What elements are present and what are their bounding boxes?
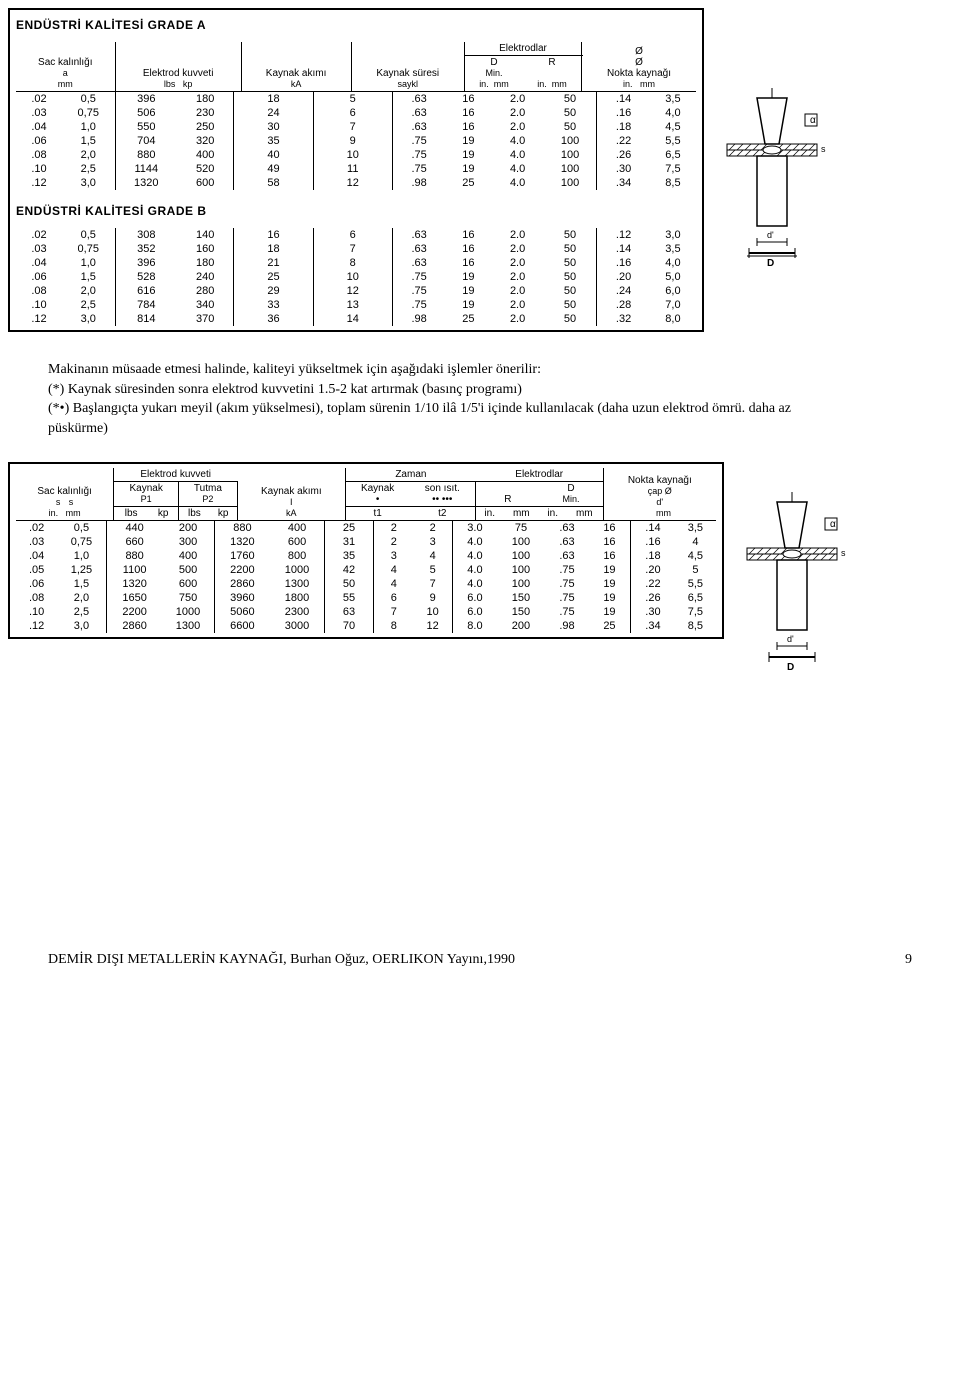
table-row: .061,513206002860130050474.0100.7519.225… — [16, 577, 716, 591]
col-R: Rin. mm — [523, 56, 582, 92]
table1-header: Sac kalınlığıamm Elektrod kuvvetilbs kp … — [16, 42, 696, 92]
note-line-2: (*) Kaynak süresinden sonra elektrod kuv… — [48, 380, 848, 400]
electrode-diagram-1: α s d' D — [712, 88, 832, 288]
svg-text:d': d' — [787, 634, 794, 644]
table-row: .030,75506230246.63162.050.164,0 — [16, 106, 696, 120]
table-row: .082,06162802912.75192.050.246,0 — [16, 284, 696, 298]
svg-text:d': d' — [767, 230, 774, 240]
t2-D: DMin. — [539, 482, 603, 507]
col-elektrodlar: Elektrodlar — [464, 42, 581, 56]
table-row: .061,5704320359.75194.0100.225,5 — [16, 134, 696, 148]
t2-ek: Elektrod kuvveti — [114, 468, 237, 482]
table-row: .020,544020088040025223.075.6316.143,5 — [16, 521, 716, 535]
t2-nokta: Nokta kaynağıçap Ød' mm — [603, 468, 716, 521]
grade-b-title: ENDÜSTRİ KALİTESİ GRADE B — [16, 204, 696, 218]
table2-header: Sac kalınlığıs sin. mm Elektrod kuvveti … — [16, 468, 716, 521]
note-line-3: (*•) Başlangıçta yukarı meyil (akım yüks… — [48, 399, 848, 438]
t2-zaman: Zaman — [345, 468, 475, 482]
table-row: .020,5396180185.63162.050.143,5 — [16, 92, 696, 106]
note-line-1: Makinanın müsaade etmesi halinde, kalite… — [48, 360, 848, 380]
footer-citation: DEMİR DIŞI METALLERİN KAYNAĞI, Burhan Oğ… — [48, 952, 515, 968]
table-row: .041,0550250307.63162.050.184,5 — [16, 120, 696, 134]
table2-rows: .020,544020088040025223.075.6316.143,5.0… — [16, 521, 716, 633]
table-row: .030,75660300132060031234.0100.6316.164 — [16, 535, 716, 549]
notes-paragraph: Makinanın müsaade etmesi halinde, kalite… — [48, 360, 848, 438]
table-grade-a-b: ENDÜSTRİ KALİTESİ GRADE A Sac kalınlığıa… — [8, 8, 704, 332]
col-nokta: ØØ Nokta kaynağıin. mm — [582, 42, 696, 92]
svg-text:α: α — [830, 519, 836, 530]
col-sure: Kaynak süresisaykl — [351, 42, 464, 92]
table-row: .041,0396180218.63162.050.164,0 — [16, 256, 696, 270]
t2-R: R — [476, 482, 540, 507]
table-row: .102,511445204911.75194.0100.307,5 — [16, 162, 696, 176]
svg-text:s: s — [841, 548, 846, 558]
col-akim: Kaynak akımıkA — [241, 42, 351, 92]
page-number: 9 — [905, 952, 912, 968]
label-s: s — [821, 144, 826, 154]
table1-rows-a: .020,5396180185.63162.050.143,5.030,7550… — [16, 92, 696, 190]
grade-a-title: ENDÜSTRİ KALİTESİ GRADE A — [16, 18, 696, 32]
t2-kaynak: KaynakP1 — [114, 482, 179, 507]
table-row: .123,02860130066003000708128.0200.9825.3… — [16, 619, 716, 633]
table-row: .051,2511005002200100042454.0100.7519.20… — [16, 563, 716, 577]
table-row: .102,52200100050602300637106.0150.7519.3… — [16, 605, 716, 619]
table-row: .041,0880400176080035344.0100.6316.184,5 — [16, 549, 716, 563]
table-row: .082,08804004010.75194.0100.266,5 — [16, 148, 696, 162]
svg-text:D: D — [767, 258, 774, 269]
t2-t1h: Kaynak• — [345, 482, 409, 507]
svg-text:D: D — [787, 662, 794, 673]
col-kuvvet: Elektrod kuvvetilbs kp — [115, 42, 241, 92]
table-row: .123,013206005812.98254.0100.348,5 — [16, 176, 696, 190]
t2-t2h: son ısıt.•• ••• — [409, 482, 476, 507]
t2-elek: Elektrodlar — [476, 468, 603, 482]
page-footer: DEMİR DIŞI METALLERİN KAYNAĞI, Burhan Oğ… — [8, 952, 952, 968]
t2-akim: Kaynak akımıIkA — [237, 468, 345, 521]
table-row: .123,08143703614.98252.050.328,0 — [16, 312, 696, 326]
table-row: .102,57843403313.75192.050.287,0 — [16, 298, 696, 312]
col-sac: Sac kalınlığıamm — [16, 42, 115, 92]
label-alpha: α — [810, 115, 816, 126]
table-row: .030,75352160187.63162.050.143,5 — [16, 242, 696, 256]
table-2: Sac kalınlığıs sin. mm Elektrod kuvveti … — [8, 462, 724, 639]
table-row: .061,55282402510.75192.050.205,0 — [16, 270, 696, 284]
table-row: .020,5308140166.63162.050.123,0 — [16, 228, 696, 242]
col-D: DMin.in. mm — [464, 56, 523, 92]
t2-sac: Sac kalınlığıs sin. mm — [16, 468, 114, 521]
t2-tutma: TutmaP2 — [179, 482, 238, 507]
electrode-diagram-2: α s d' D — [732, 492, 852, 692]
table-row: .082,016507503960180055696.0150.7519.266… — [16, 591, 716, 605]
table1-rows-b: .020,5308140166.63162.050.123,0.030,7535… — [16, 228, 696, 326]
